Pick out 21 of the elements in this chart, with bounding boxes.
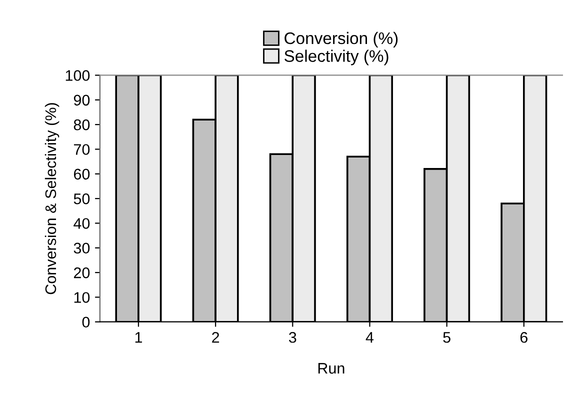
y-tick-label: 70 (74, 144, 90, 155)
y-tick-label: 40 (74, 218, 90, 229)
y-tick-label: 80 (74, 119, 90, 130)
y-tick-label: 30 (74, 242, 90, 254)
legend-label: Selectivity (%) (284, 50, 388, 66)
x-tick-label: 3 (288, 332, 296, 343)
y-tick-label: 60 (74, 168, 90, 180)
x-tick-label: 1 (135, 332, 142, 343)
x-tick-label: 2 (212, 332, 220, 343)
x-tick-label: 4 (366, 332, 374, 343)
y-tick-label: 0 (82, 316, 90, 328)
x-tick-label: 5 (443, 332, 450, 343)
y-tick-label: 20 (74, 267, 90, 278)
x-axis-title: Run (318, 363, 344, 374)
y-axis-title: Conversion & Selectivity (%) (44, 103, 60, 294)
legend-label: Conversion (%) (284, 32, 398, 48)
x-tick-label: 6 (520, 332, 528, 343)
y-tick-label: 10 (74, 292, 90, 303)
y-tick-label: 50 (74, 193, 90, 204)
y-tick-label: 100 (66, 70, 90, 81)
y-tick-label: 90 (74, 94, 90, 106)
